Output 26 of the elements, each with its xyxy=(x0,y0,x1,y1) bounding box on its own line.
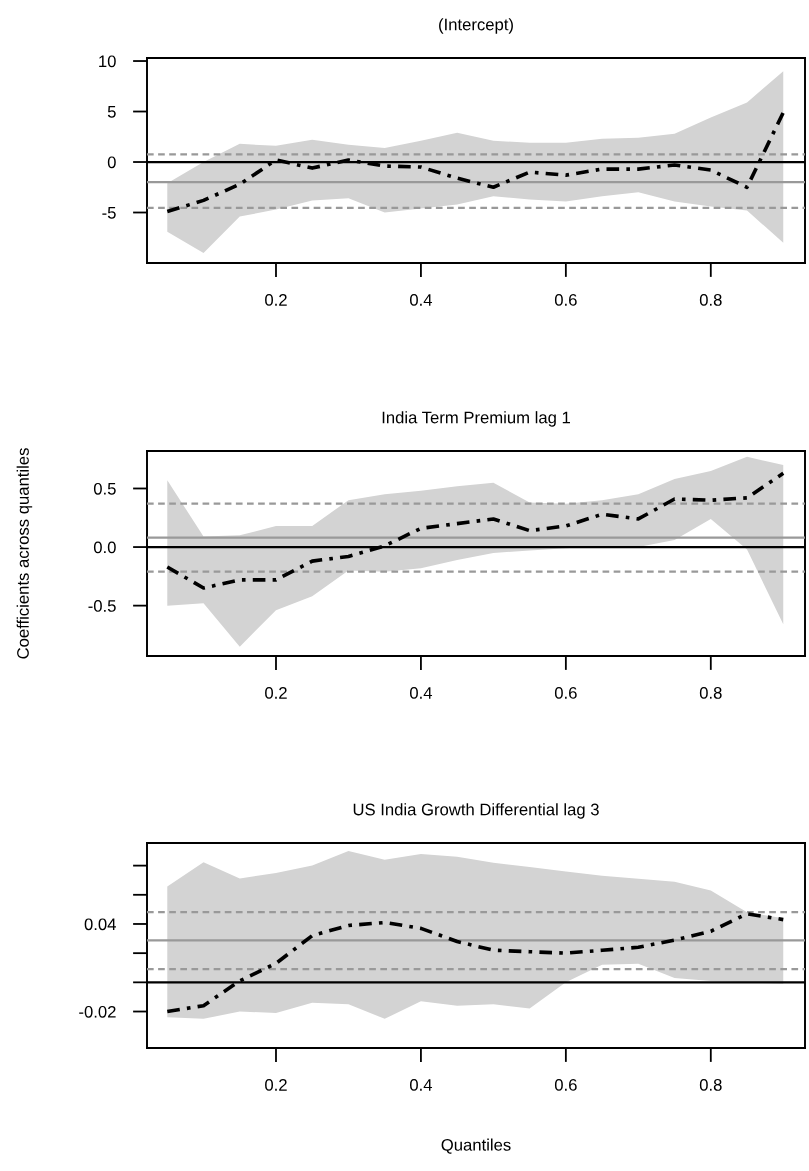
y-tick-label: 0.0 xyxy=(93,541,116,554)
y-tick-label: 10 xyxy=(99,55,116,68)
y-tick-label: 5 xyxy=(107,106,116,118)
chart-title: US India Growth Differential lag 3 xyxy=(353,803,599,819)
x-tick-label: 0.4 xyxy=(409,294,433,306)
chart-title: India Term Premium lag 1 xyxy=(382,411,570,427)
y-tick-label: 0.04 xyxy=(84,918,116,931)
x-tick-label: 0.2 xyxy=(265,687,287,699)
chart-title: (Intercept) xyxy=(439,18,513,34)
x-tick-label: 0.8 xyxy=(699,1079,722,1091)
y-tick-label: -5 xyxy=(102,207,116,219)
x-tick-label: 0.4 xyxy=(409,687,433,699)
y-tick-label: 0.5 xyxy=(93,482,116,495)
x-tick-label: 0.2 xyxy=(265,1079,287,1091)
x-tick-label: 0.6 xyxy=(554,1079,577,1091)
x-axis-title: Quantiles xyxy=(441,1138,511,1154)
x-tick-label: 0.4 xyxy=(409,1079,433,1091)
x-tick-label: 0.8 xyxy=(699,687,722,699)
x-tick-label: 0.6 xyxy=(554,687,577,699)
x-tick-label: 0.6 xyxy=(554,294,577,306)
x-tick-label: 0.2 xyxy=(265,294,287,306)
y-tick-label: -0.02 xyxy=(79,1005,116,1018)
y-tick-label: -0.5 xyxy=(88,600,116,612)
y-axis-title: Coefficients across quantiles xyxy=(16,448,33,659)
y-tick-label: 0 xyxy=(107,156,116,169)
x-tick-label: 0.8 xyxy=(699,294,722,306)
